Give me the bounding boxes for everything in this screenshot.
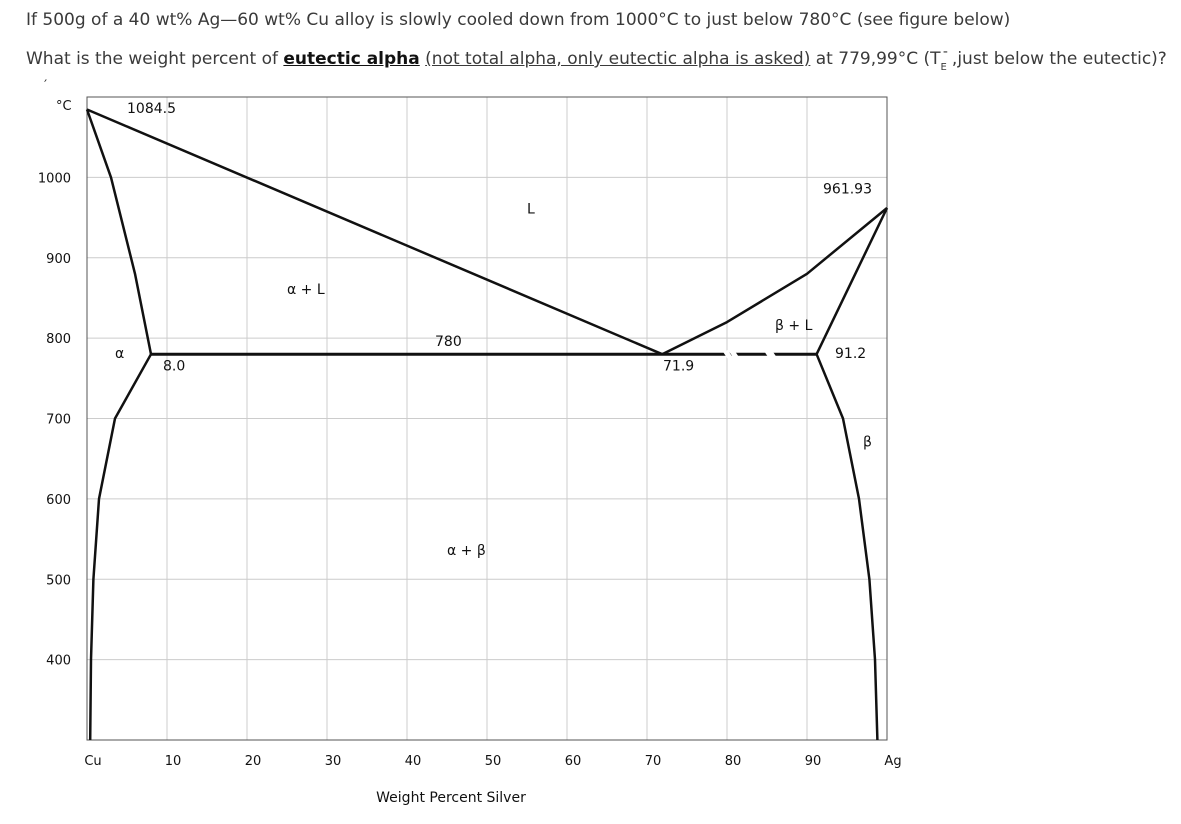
y-tick-label: 1000 [38,171,71,186]
y-axis-label: °C [56,99,72,114]
phase-label: L [527,202,535,218]
phase-label: β [863,435,872,451]
phase-label: 91.2 [835,346,866,362]
curve-liquidus-right [661,207,888,356]
x-tick-label: 70 [645,754,662,769]
x-tick-label: 90 [805,754,822,769]
isotherm-gap [729,349,739,359]
x-tick-label: Cu [84,754,101,769]
curve-liquidus-left [86,108,663,356]
eutectic-subscript: E [940,62,947,73]
y-tick-label: 500 [46,573,71,588]
x-tick-label: Ag [884,754,901,769]
bar-mark: - [942,44,948,60]
x-tick-label: 50 [485,754,502,769]
x-tick-label: 30 [325,754,342,769]
question-line-1: If 500g of a 40 wt% Ag—60 wt% Cu alloy i… [26,10,1011,30]
phase-label: 71.9 [663,358,694,374]
phase-label: α + β [447,543,486,559]
curve-solvus-beta [815,353,879,741]
phase-labels: 1084.5 961.93 Lα + L 780 β + L α 8.0 71.9 91.2 β α… [115,101,872,559]
x-tick-label: 10 [165,754,182,769]
question-line-2: What is the weight percent of eutectic a… [26,44,1167,73]
isotherm-gap [767,349,776,359]
phase-label: 961.93 [823,181,872,197]
question-text: What is the weight percent of [26,49,284,69]
x-tick-label: 20 [245,754,262,769]
x-axis-label: Weight Percent Silver [376,790,526,806]
question-text: ,just below the eutectic)? [951,49,1167,69]
axis-ticks: Cu 10 20 30 40 50 60 70 80 90 Ag 1000 900 800 700 600 50… [38,171,902,769]
gridlines [86,97,888,740]
phase-label: 780 [435,334,462,350]
phase-label: α [115,346,124,362]
stray-mark: ′ [44,78,48,94]
phase-label: 1084.5 [127,101,176,117]
x-tick-label: 60 [565,754,582,769]
x-tick-label: 80 [725,754,742,769]
curve-solidus-alpha [85,109,153,355]
phase-label: 8.0 [163,358,185,374]
phase-boundaries [85,108,889,741]
question-text: at 779,99°C (T [810,49,941,69]
curve-solidus-beta [815,207,889,355]
x-tick-label: 40 [405,754,422,769]
y-tick-label: 400 [46,654,71,669]
y-tick-label: 700 [46,413,71,428]
y-tick-label: 800 [46,332,71,347]
curve-solvus-alpha [88,353,153,741]
y-tick-label: 600 [46,493,71,508]
phase-label: α + L [287,282,325,298]
y-tick-label: 900 [46,252,71,267]
plot-frame [86,96,888,741]
isotherm-gap [723,349,732,359]
question-note: (not total alpha, only eutectic alpha is… [425,49,811,69]
phase-label: β + L [775,318,813,334]
question-emphasis: eutectic alpha [283,49,420,69]
